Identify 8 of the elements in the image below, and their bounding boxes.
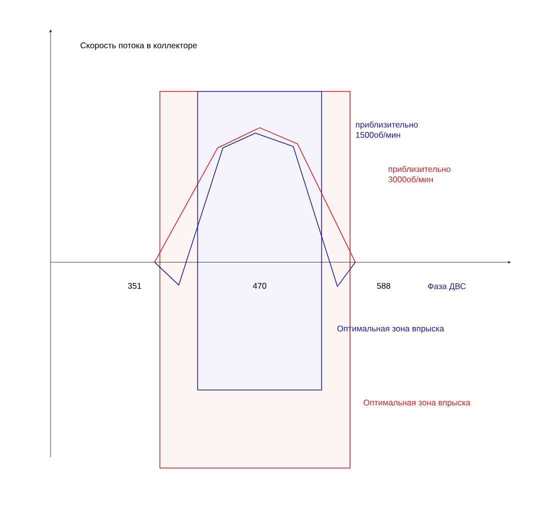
x-tick-label: 588 <box>377 282 390 289</box>
text: Скорость потока в коллекторе <box>80 42 197 50</box>
band-label: Оптимальная зона впрыска <box>364 399 470 408</box>
text: приблизительно 3000об/мин <box>388 166 450 182</box>
x-tick-label: 470 <box>252 282 266 289</box>
x-axis-title: Фаза ДВС <box>428 283 466 291</box>
text: приблизительно 1500об/мин <box>356 121 418 138</box>
x-tick-label: 351 <box>128 282 142 289</box>
